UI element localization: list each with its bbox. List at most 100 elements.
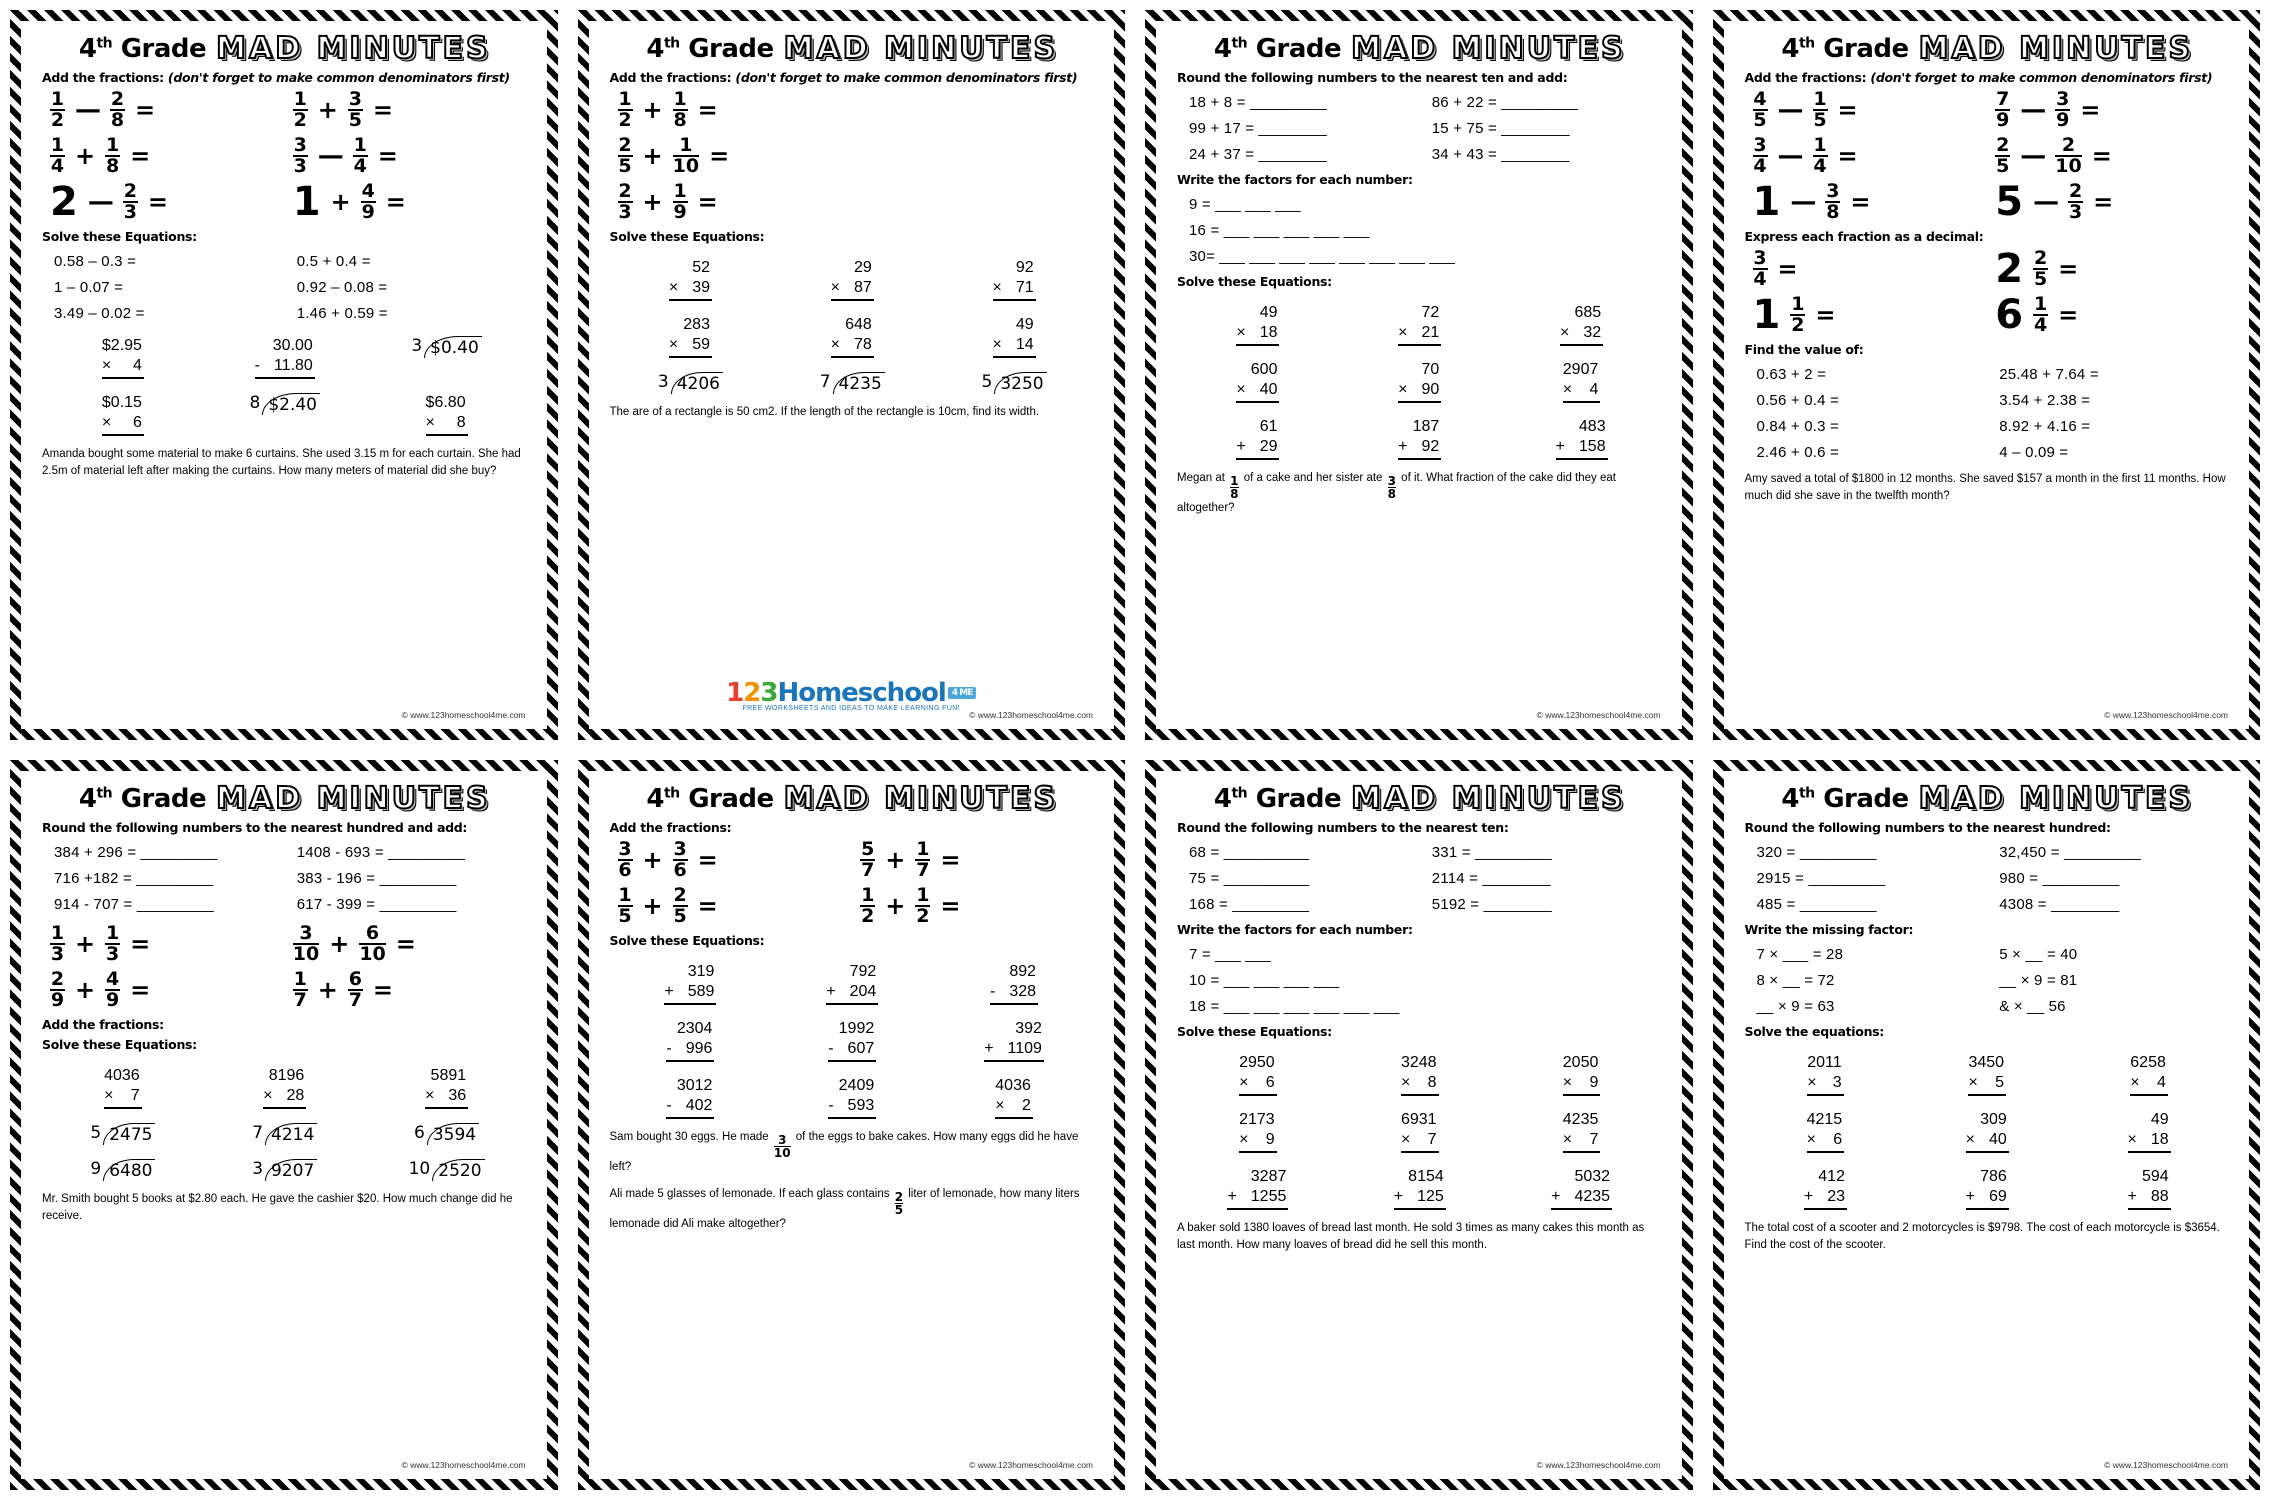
column-problem: 319 +589 [664,962,717,1005]
equation-row: 68 = __________ 331 = _________ [1177,844,1663,861]
operator: × [992,336,1002,353]
word-problem: The are of a rectangle is 50 cm2. If the… [609,406,1040,418]
copyright-footer: © www.123homeschool4me.com [2104,1460,2228,1470]
factor-row: 18 = ___ ___ ___ ___ ___ ___ [1177,998,1663,1015]
column-problem: 49 × 14 [992,315,1036,358]
column-problem: 3012-402 [666,1076,715,1119]
fraction-row: 2 — 2 3 = 1 +4 9 = [42,180,528,224]
operator: + [1227,1188,1237,1205]
operator: + [642,188,663,216]
whole-number: 5 [1995,179,2024,225]
operator: + [317,96,338,124]
column-problems-row-1: 4036 × 7 8196 × 28 5891 × 36 [42,1066,528,1109]
column-problem: 3248 × 8 [1400,1053,1439,1096]
equation: 331 = _________ [1431,844,1552,861]
column-problems-row-2: 2173 × 9 6931 × 7 4235 × 7 [1177,1110,1663,1153]
column-problem: 8196 × 28 [263,1066,307,1109]
long-division: 3 4206 [658,372,723,394]
column-problem: 49 × 18 [1236,303,1280,346]
column-problem: $0.15 × 6 [101,393,144,436]
equation-row: 1 – 0.07 = 0.92 – 0.08 = [42,279,528,296]
operator: × [1560,324,1570,341]
operator: + [2127,1188,2137,1205]
operator: - [666,1097,672,1114]
equation: 0.5 + 0.4 = [296,253,371,270]
page-border: 4th Grade MAD MINUTES Round the following … [10,760,558,1490]
equation: 18 + 8 = _________ [1189,94,1327,111]
operator: × [1236,381,1246,398]
equation-row: 384 + 296 = _________ 1408 - 693 = ______… [42,844,528,861]
column-problem: 92 × 71 [992,258,1036,301]
mad-minutes-label: MAD MINUTES [215,781,491,816]
equals-sign: = [1850,188,1871,216]
equals-sign: = [2058,301,2079,329]
brand-logo: 123Homeschool 4 ME FREE WORKSHEETS AND IDE… [726,678,977,712]
column-problem: 600 × 40 [1236,360,1280,403]
operator: + [75,142,96,170]
operator: × [668,336,679,353]
operator: — [87,187,114,217]
fraction-problem: 3 10 +6 10 = [285,922,528,966]
directions-1: Add the fractions: (don't forget to make… [609,70,1078,85]
column-problems-row-3: 61 +29 187 +92 483 +158 [1177,417,1663,460]
column-problem: 786 +69 [1965,1167,2009,1210]
equation-row: __ × 9 = 63 & × __ 56 [1745,998,2231,1015]
equals-sign: = [697,892,718,920]
equals-sign: = [697,846,718,874]
operator: × [425,414,435,431]
word-problem: Sam bought 30 eggs. He made 3 10 of the e… [609,1131,1079,1173]
operator: + [1236,438,1246,455]
whole-number: 1 [1752,292,1781,338]
fraction-row: 1 2 — 2 8 = 1 2 +3 5 = [42,88,528,132]
operator: + [317,976,338,1004]
equals-sign: = [385,188,406,216]
page-border: 4th Grade MAD MINUTES Round the following … [1712,760,2260,1490]
directions-1: Round the following numbers to the neare… [42,820,468,835]
whole-number: 1 [1752,179,1781,225]
column-problem: $6.80 × 8 [425,393,468,436]
fraction-problem: 2 3 +1 9 = [610,180,853,224]
fraction-problem: 1 — 3 8 = [1745,180,1988,224]
operator: + [1551,1188,1561,1205]
equation-row: 716 +182 = _________ 383 - 196 = ________… [42,870,528,887]
page-border: 4th Grade MAD MINUTES Add the fractions: (… [577,10,1125,740]
equation: 3.49 – 0.02 = [54,305,145,322]
factor-row: 30= ___ ___ ___ ___ ___ ___ ___ ___ [1177,248,1663,265]
page-content: 4th Grade MAD MINUTES Round the following … [1159,24,1679,726]
column-problem: 392 +1109 [984,1019,1044,1062]
operator: × [830,279,841,296]
page-border: 4th Grade MAD MINUTES Add the fractions: (… [1712,10,2260,740]
column-problem: 2050 × 9 [1562,1053,1601,1096]
operator: + [642,846,663,874]
equation-row: 2915 = _________ 980 = _________ [1745,870,2231,887]
word-problem: The total cost of a scooter and 2 motorc… [1744,1222,2220,1251]
equation-row: 0.63 + 2 = 25.48 + 7.64 = [1745,366,2231,383]
operator: + [664,983,674,1000]
column-problem: 2907 × 4 [1562,360,1601,403]
operator: + [826,983,836,1000]
equation-row: 0.56 + 0.4 = 3.54 + 2.38 = [1745,392,2231,409]
column-problems-row-1: 52 × 39 29 × 87 92 × 71 [610,258,1096,301]
operator: + [330,188,351,216]
column-problem: 4215 × 6 [1806,1110,1845,1153]
operator: × [1562,381,1573,398]
column-problem: $2.95 × 4 [101,336,144,379]
operator: × [1806,1131,1816,1148]
